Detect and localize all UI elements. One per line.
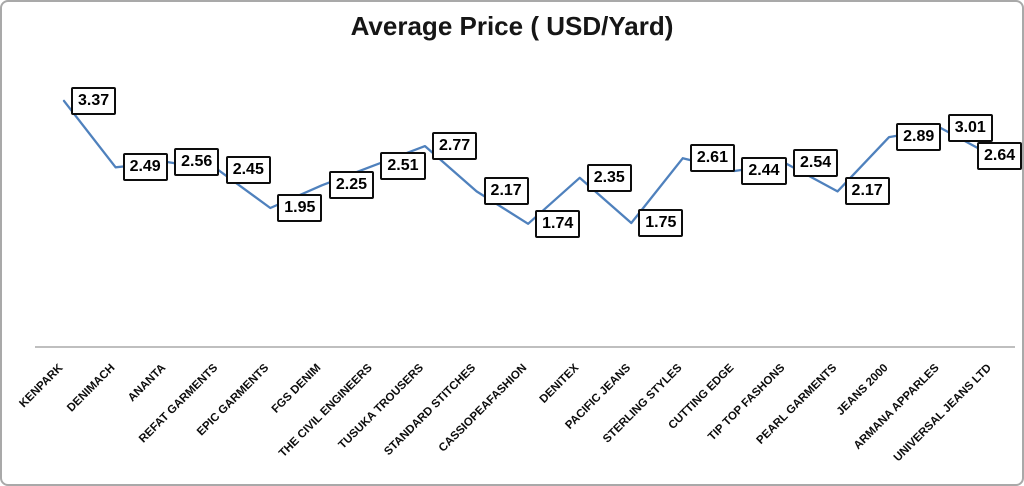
data-label: 2.17	[483, 177, 529, 206]
data-label: 2.25	[328, 171, 374, 200]
data-label: 2.56	[174, 147, 220, 176]
data-label: 2.54	[792, 149, 839, 178]
x-axis-line	[35, 346, 1015, 348]
data-label: 2.17	[844, 177, 890, 206]
data-label: 3.37	[71, 86, 117, 115]
data-label: 2.77	[431, 132, 478, 161]
data-label: 2.64	[977, 141, 1022, 170]
data-label: 3.01	[947, 114, 993, 143]
data-label: 2.89	[896, 123, 942, 152]
data-label: 2.61	[689, 144, 735, 173]
chart-title: Average Price ( USD/Yard)	[350, 11, 674, 41]
data-label: 2.45	[225, 156, 271, 185]
data-label: 1.75	[638, 209, 684, 238]
data-label: 1.74	[535, 209, 581, 238]
data-label: 2.35	[586, 163, 632, 192]
data-label: 2.49	[122, 153, 168, 182]
data-label: 1.95	[277, 193, 323, 222]
data-label: 2.44	[741, 157, 787, 186]
data-label: 2.51	[380, 151, 426, 180]
